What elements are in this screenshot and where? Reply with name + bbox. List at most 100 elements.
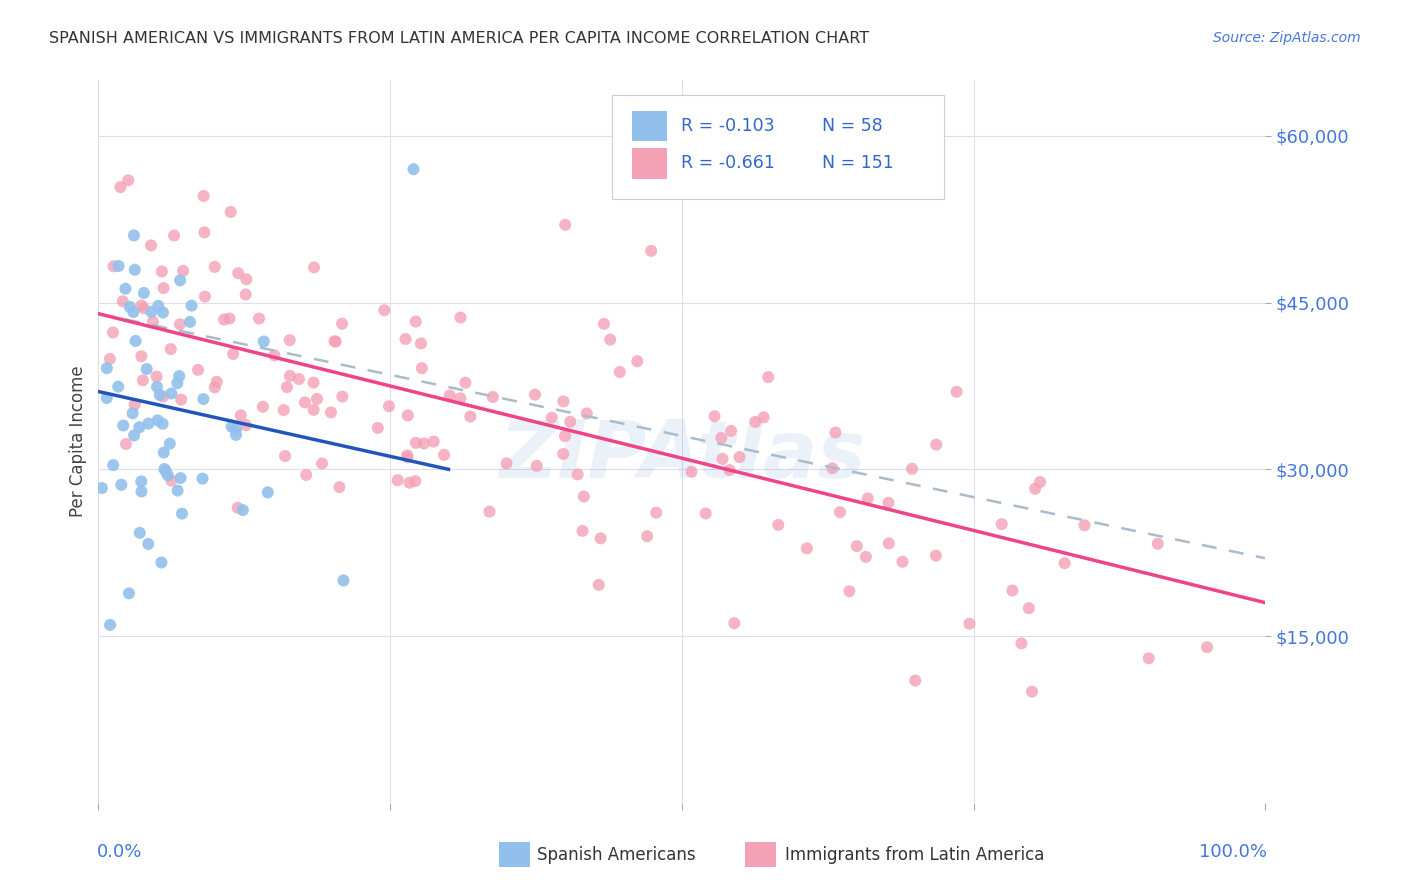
Point	[225, 428, 247, 442]
Point	[166, 376, 188, 391]
Text: SPANISH AMERICAN VS IMMIGRANTS FROM LATIN AMERICA PER CAPITA INCOME CORRELATION : SPANISH AMERICAN VS IMMIGRANTS FROM LATI…	[49, 31, 869, 46]
Point	[925, 437, 948, 451]
Point	[107, 259, 129, 273]
Point	[117, 173, 139, 187]
Point	[111, 294, 134, 309]
Point	[136, 537, 159, 551]
Point	[378, 399, 401, 413]
Point	[152, 445, 174, 459]
Point	[152, 305, 174, 319]
Point	[276, 380, 298, 394]
Point	[1021, 684, 1043, 698]
Point	[636, 529, 658, 543]
Point	[273, 403, 295, 417]
Point	[98, 351, 121, 366]
Point	[132, 373, 155, 387]
Point	[193, 392, 215, 406]
Point	[103, 260, 125, 274]
Point	[170, 507, 193, 521]
Point	[402, 162, 425, 177]
Point	[218, 311, 240, 326]
Point	[319, 405, 342, 419]
Point	[155, 465, 177, 479]
Bar	[631, 111, 666, 141]
Point	[325, 334, 347, 349]
Point	[124, 334, 146, 348]
Point	[256, 485, 278, 500]
Point	[135, 362, 157, 376]
Point	[723, 616, 745, 631]
Point	[593, 317, 616, 331]
Point	[141, 305, 163, 319]
Point	[149, 388, 172, 402]
Point	[681, 465, 703, 479]
Point	[728, 450, 751, 464]
Point	[433, 448, 456, 462]
Point	[110, 180, 132, 194]
Point	[396, 449, 419, 463]
Point	[1073, 518, 1095, 533]
Point	[226, 266, 249, 280]
Point	[131, 298, 153, 312]
Point	[405, 315, 427, 329]
Point	[253, 334, 276, 349]
Point	[330, 390, 353, 404]
Point	[247, 311, 270, 326]
Point	[131, 349, 153, 363]
Text: Immigrants from Latin America: Immigrants from Latin America	[785, 846, 1043, 863]
Point	[398, 475, 420, 490]
Point	[278, 368, 301, 383]
Point	[179, 315, 201, 329]
Point	[439, 388, 461, 402]
Point	[460, 409, 482, 424]
Point	[112, 418, 135, 433]
Point	[222, 347, 245, 361]
Point	[167, 369, 190, 384]
Text: N = 58: N = 58	[823, 117, 883, 135]
Point	[204, 260, 226, 274]
Point	[412, 436, 434, 450]
Point	[132, 301, 155, 316]
Point	[523, 387, 546, 401]
Point	[838, 584, 860, 599]
Point	[194, 290, 217, 304]
Point	[205, 375, 228, 389]
Text: ZIPAtlas: ZIPAtlas	[499, 417, 865, 495]
Point	[124, 262, 146, 277]
Point	[744, 415, 766, 429]
Point	[1137, 651, 1160, 665]
Point	[394, 332, 416, 346]
Point	[567, 467, 589, 482]
Point	[152, 281, 174, 295]
Point	[170, 392, 193, 407]
Point	[409, 336, 432, 351]
Point	[695, 507, 717, 521]
Point	[768, 517, 790, 532]
Point	[146, 380, 169, 394]
Point	[263, 348, 285, 362]
Point	[959, 616, 981, 631]
Point	[288, 372, 311, 386]
Point	[609, 365, 631, 379]
Point	[367, 421, 389, 435]
Point	[90, 481, 112, 495]
Point	[330, 317, 353, 331]
Point	[1018, 601, 1040, 615]
Point	[405, 435, 427, 450]
Point	[571, 524, 593, 538]
Point	[449, 392, 471, 406]
Point	[235, 272, 257, 286]
Point	[640, 244, 662, 258]
Point	[396, 450, 419, 465]
Point	[572, 490, 595, 504]
Point	[172, 264, 194, 278]
Point	[145, 369, 167, 384]
Point	[845, 539, 868, 553]
Point	[295, 467, 318, 482]
Point	[828, 505, 851, 519]
Point	[718, 463, 741, 477]
Point	[235, 418, 257, 433]
Point	[302, 402, 325, 417]
Point	[163, 228, 186, 243]
Point	[901, 462, 924, 476]
